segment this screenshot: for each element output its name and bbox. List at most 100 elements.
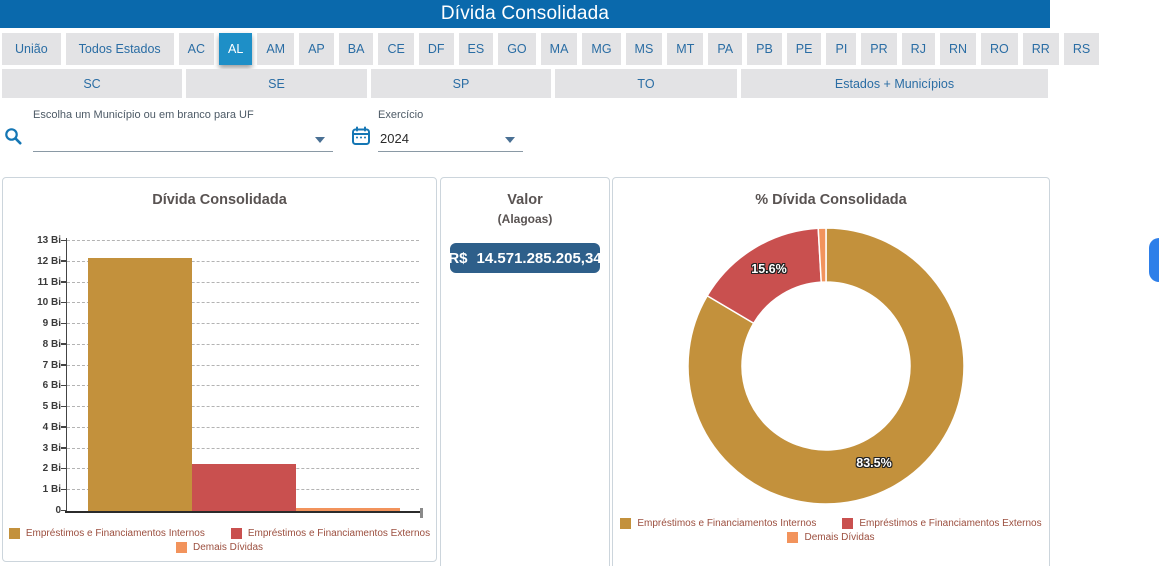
exercicio-select-label: Exercício — [378, 109, 424, 121]
donut-chart-panel: % Dívida Consolidada 83.5% 15.6% Emprésti… — [612, 177, 1050, 566]
nav-button-ma[interactable]: MA — [540, 33, 578, 65]
gridline — [67, 426, 419, 428]
donut-chart: 83.5% 15.6% — [686, 226, 966, 506]
legend-item-0[interactable]: Empréstimos e Financiamentos Internos — [620, 518, 816, 529]
nav-button-ms[interactable]: MS — [625, 33, 663, 65]
nav-button-ap[interactable]: AP — [299, 33, 334, 65]
bar-chart-panel: Dívida Consolidada 0 1 Bi 2 Bi 3 Bi 4 Bi 5 Bi… — [2, 177, 437, 562]
nav-button-pb[interactable]: PB — [747, 33, 782, 65]
bar-chart-plot: 0 1 Bi 2 Bi 3 Bi 4 Bi 5 Bi 6 Bi 7 Bi 8 Bi 9 Bi 10 … — [37, 235, 423, 518]
legend-item-1[interactable]: Empréstimos e Financiamentos Externos — [230, 528, 431, 539]
donut-chart-legend: Empréstimos e Financiamentos Internos Emp… — [613, 518, 1049, 543]
nav-button-todos-estados[interactable]: Todos Estados — [65, 33, 174, 65]
nav-button-ce[interactable]: CE — [378, 33, 414, 65]
gridline — [67, 343, 419, 345]
state-filter-row: União Todos Estados AC AL AM AP BA CE DF ES GO MA MG… — [2, 33, 1100, 65]
y-axis-tick-mark — [61, 384, 67, 387]
y-axis-tick-mark — [61, 447, 67, 449]
y-axis-tick-mark — [61, 322, 67, 325]
search-icon — [5, 128, 22, 145]
nav-button-mt[interactable]: MT — [667, 33, 704, 65]
exercicio-select[interactable]: 2024 — [378, 126, 523, 152]
legend-label: Demais Dívidas — [192, 542, 264, 553]
y-axis-tick-mark — [61, 426, 67, 428]
value-card-panel: Valor (Alagoas) R$ 14.571.285.205,34 — [440, 177, 610, 566]
nav-button-go[interactable]: GO — [498, 33, 536, 65]
legend-swatch — [175, 542, 187, 553]
state-filter-row-2: SC SE SP TO Estados + Municípios — [2, 69, 1048, 98]
y-axis-tick-label: 2 Bi — [42, 463, 61, 475]
nav-button-am[interactable]: AM — [257, 33, 295, 65]
y-axis-tick-label: 8 Bi — [42, 338, 61, 350]
nav-button-pr[interactable]: PR — [861, 33, 897, 65]
nav-button-mg[interactable]: MG — [582, 33, 621, 65]
legend-swatch — [230, 528, 242, 539]
nav-button-rs[interactable]: RS — [1063, 33, 1100, 65]
nav-button-pa[interactable]: PA — [708, 33, 743, 65]
y-axis-tick-label: 0 — [55, 505, 61, 516]
legend-swatch — [787, 532, 799, 543]
nav-button-es[interactable]: ES — [458, 33, 494, 65]
x-axis-end-tick — [420, 508, 423, 518]
donut-slice-0[interactable] — [687, 227, 965, 505]
legend-item-2[interactable]: Demais Dívidas — [787, 532, 875, 543]
legend-item-2[interactable]: Demais Dívidas — [175, 542, 264, 553]
nav-button-se[interactable]: SE — [186, 69, 367, 98]
y-axis-tick-label: 13 Bi — [37, 235, 61, 247]
gridline — [67, 281, 419, 283]
municipio-select[interactable] — [33, 126, 333, 152]
gridline — [67, 385, 419, 387]
nav-button-sp[interactable]: SP — [371, 69, 551, 98]
legend-swatch — [842, 518, 854, 529]
y-axis-tick-mark — [61, 301, 67, 304]
nav-button-rr[interactable]: RR — [1022, 33, 1059, 65]
bar-2[interactable] — [296, 508, 400, 511]
nav-button-pe[interactable]: PE — [786, 33, 822, 65]
nav-button-rj[interactable]: RJ — [901, 33, 935, 65]
y-axis-tick-label: 1 Bi — [42, 484, 61, 496]
legend-label: Empréstimos e Financiamentos Internos — [25, 528, 205, 539]
legend-item-1[interactable]: Empréstimos e Financiamentos Externos — [842, 518, 1042, 529]
legend-label: Empréstimos e Financiamentos Externos — [247, 528, 431, 539]
y-axis-tick-label: 7 Bi — [42, 359, 61, 371]
nav-button-df[interactable]: DF — [418, 33, 454, 65]
nav-button-uni-o[interactable]: União — [2, 33, 61, 65]
y-axis-tick-label: 5 Bi — [42, 401, 61, 413]
donut-chart-title: % Dívida Consolidada — [755, 192, 907, 208]
nav-button-rn[interactable]: RN — [939, 33, 977, 65]
nav-button-ro[interactable]: RO — [981, 33, 1018, 65]
donut-slice-2[interactable] — [817, 227, 827, 283]
y-axis-tick-mark — [61, 239, 67, 242]
gridline — [67, 406, 419, 408]
page-title: Dívida Consolidada — [440, 3, 610, 24]
gridline — [67, 260, 419, 262]
legend-label: Demais Dívidas — [804, 532, 875, 543]
bar-chart-legend: Empréstimos e Financiamentos Internos Emp… — [3, 528, 436, 553]
legend-item-0[interactable]: Empréstimos e Financiamentos Internos — [8, 528, 205, 539]
y-axis-tick-label: 4 Bi — [42, 421, 61, 433]
chevron-down-icon — [505, 137, 515, 143]
y-axis-tick-mark — [61, 488, 67, 491]
nav-button-sc[interactable]: SC — [2, 69, 182, 98]
bar-1[interactable] — [192, 463, 296, 511]
y-axis-tick-label: 12 Bi — [37, 255, 61, 267]
gridline — [67, 447, 419, 449]
nav-button-al[interactable]: AL — [219, 33, 253, 65]
y-axis-tick-label: 10 Bi — [37, 297, 61, 309]
nav-button-pi[interactable]: PI — [826, 33, 857, 65]
legend-label: Empréstimos e Financiamentos Externos — [859, 518, 1042, 529]
nav-button-estados-munic-pios[interactable]: Estados + Municípios — [741, 69, 1048, 98]
donut-slice-label-1: 15.6% — [751, 262, 787, 276]
y-axis-tick-mark — [61, 281, 67, 283]
nav-button-ac[interactable]: AC — [178, 33, 215, 65]
y-axis-tick-label: 9 Bi — [42, 318, 61, 330]
floating-action-button[interactable] — [1149, 238, 1159, 282]
municipio-select-label: Escolha um Município ou em branco para U… — [33, 109, 254, 121]
nav-button-to[interactable]: TO — [555, 69, 737, 98]
nav-button-ba[interactable]: BA — [338, 33, 374, 65]
y-axis-tick-mark — [61, 509, 67, 511]
bar-0[interactable] — [88, 258, 192, 511]
bar-chart-title: Dívida Consolidada — [152, 192, 287, 208]
value-card-subtitle: (Alagoas) — [497, 212, 553, 226]
